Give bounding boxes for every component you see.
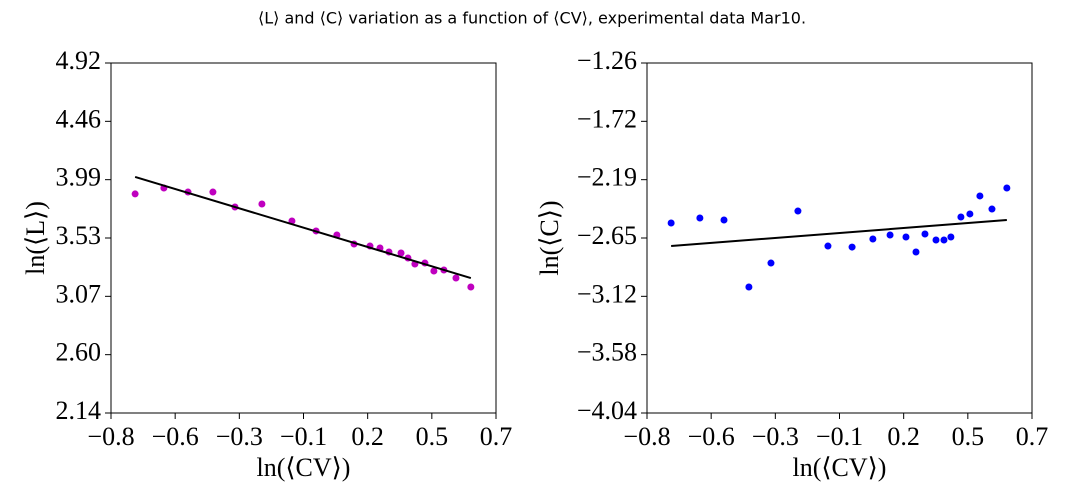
y-tick-label: −1.72 — [577, 104, 637, 133]
data-point — [869, 235, 877, 243]
x-tick-label: 0.5 — [416, 422, 449, 451]
y-tick-label: 3.99 — [56, 163, 102, 192]
x-tick-label: −0.1 — [816, 422, 863, 451]
y-axis-label: ln(⟨C⟩) — [535, 200, 564, 275]
axes-frame — [110, 62, 497, 414]
y-tick-label: 4.92 — [56, 46, 102, 75]
x-tick-label: −0.1 — [280, 422, 327, 451]
data-point — [824, 242, 832, 250]
fit-line — [671, 218, 1007, 248]
data-point — [258, 200, 266, 208]
data-point — [452, 274, 460, 282]
data-point — [794, 207, 802, 215]
y-tick-label: −3.58 — [577, 338, 637, 367]
x-tick-label: −0.3 — [216, 422, 263, 451]
data-point — [976, 192, 984, 200]
y-axis-label: ln(⟨L⟩) — [21, 201, 50, 275]
x-tick-label: 0.5 — [952, 422, 985, 451]
y-tick-label: 2.14 — [56, 396, 102, 425]
data-point — [1003, 184, 1011, 192]
data-point — [940, 236, 948, 244]
x-tick-label: 0.7 — [480, 422, 513, 451]
data-point — [957, 213, 965, 221]
data-point — [209, 188, 217, 196]
axes-frame — [646, 62, 1033, 414]
y-tick-label: −2.19 — [577, 163, 637, 192]
x-tick-label: −0.8 — [623, 422, 670, 451]
y-tick-label: −1.26 — [577, 46, 637, 75]
y-tick-label: 4.46 — [56, 104, 102, 133]
y-tick-label: −4.04 — [577, 396, 637, 425]
x-axis-label: ln(⟨CV⟩) — [257, 453, 351, 482]
x-tick-label: −0.6 — [152, 422, 199, 451]
y-tick-label: 3.53 — [56, 221, 102, 250]
data-point — [430, 267, 438, 275]
data-point — [745, 283, 753, 291]
x-tick-label: −0.8 — [87, 422, 134, 451]
x-tick-label: −0.6 — [688, 422, 735, 451]
data-point — [667, 219, 675, 227]
x-tick-label: −0.3 — [752, 422, 799, 451]
data-point — [921, 230, 929, 238]
y-tick-label: −3.12 — [577, 279, 637, 308]
data-point — [932, 236, 940, 244]
data-point — [397, 249, 405, 257]
data-point — [902, 233, 910, 241]
data-point — [767, 259, 775, 267]
x-tick-label: 0.7 — [1016, 422, 1049, 451]
data-point — [696, 214, 704, 222]
data-point — [848, 243, 856, 251]
y-tick-label: 2.60 — [56, 338, 102, 367]
data-point — [966, 210, 974, 218]
y-tick-label: 3.07 — [56, 279, 102, 308]
data-point — [988, 205, 996, 213]
fit-line — [134, 175, 472, 279]
data-point — [720, 216, 728, 224]
figure-title: ⟨L⟩ and ⟨C⟩ variation as a function of ⟨… — [258, 9, 806, 28]
x-axis-label: ln(⟨CV⟩) — [793, 453, 887, 482]
data-point — [947, 233, 955, 241]
data-point — [886, 231, 894, 239]
x-tick-label: 0.2 — [351, 422, 384, 451]
y-tick-label: −2.65 — [577, 221, 637, 250]
data-point — [912, 248, 920, 256]
data-point — [131, 190, 139, 198]
data-point — [467, 283, 475, 291]
x-tick-label: 0.2 — [887, 422, 920, 451]
